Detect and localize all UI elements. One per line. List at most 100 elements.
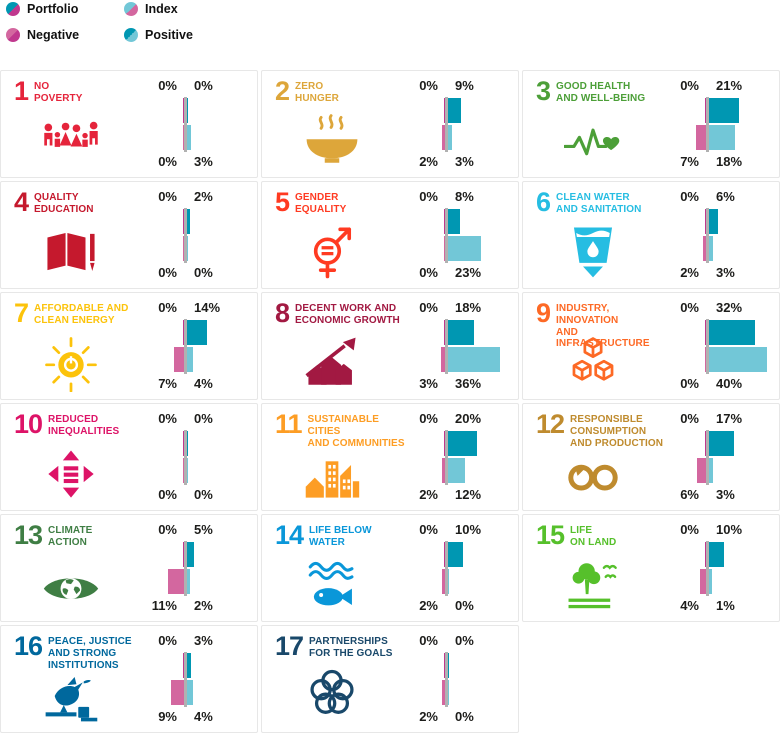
portfolio-negative-bar bbox=[443, 431, 445, 456]
portfolio-positive-bar bbox=[709, 320, 756, 345]
index-negative-bar bbox=[442, 680, 445, 705]
empty-grid-cell bbox=[522, 625, 780, 733]
index-negative-bar bbox=[443, 236, 445, 261]
chart-axis bbox=[445, 208, 448, 263]
sdg-3-good-health-icon bbox=[537, 109, 649, 173]
index-positive-bar bbox=[187, 680, 193, 705]
portfolio-positive-label: 0% bbox=[194, 78, 213, 93]
index-positive-label: 3% bbox=[716, 265, 735, 280]
goal-title: SUSTAINABLE CITIES AND COMMUNITIES bbox=[307, 414, 405, 449]
chart-axis bbox=[706, 97, 709, 152]
negative-legend-icon bbox=[6, 28, 20, 42]
chart-axis bbox=[184, 319, 187, 374]
goal-chart: 0% 10% 2% 0% bbox=[408, 522, 514, 616]
portfolio-negative-label: 0% bbox=[158, 633, 177, 648]
legend-item-negative: Negative bbox=[6, 28, 124, 42]
index-positive-label: 4% bbox=[194, 376, 213, 391]
chart-axis bbox=[445, 430, 448, 485]
portfolio-positive-label: 5% bbox=[194, 522, 213, 537]
sdg-12-responsible-consumption-icon bbox=[537, 442, 649, 506]
portfolio-negative-label: 0% bbox=[158, 78, 177, 93]
chart-axis bbox=[706, 541, 709, 596]
portfolio-negative-label: 0% bbox=[680, 522, 699, 537]
sdg-card-13: 13 CLIMATE ACTION 0% 5% 11% 2% bbox=[0, 514, 258, 622]
portfolio-negative-bar bbox=[182, 98, 184, 123]
portfolio-negative-bar bbox=[182, 209, 184, 234]
index-negative-label: 0% bbox=[158, 265, 177, 280]
index-negative-bar bbox=[703, 236, 706, 261]
index-positive-bar bbox=[187, 458, 189, 483]
goal-chart: 0% 9% 2% 3% bbox=[408, 78, 514, 172]
goal-header: 6 CLEAN WATER AND SANITATION bbox=[536, 189, 642, 216]
sdg-card-6: 6 CLEAN WATER AND SANITATION 0% 6% 2% 3% bbox=[522, 181, 780, 289]
goal-chart: 0% 8% 0% 23% bbox=[408, 189, 514, 283]
goal-header: 8 DECENT WORK AND ECONOMIC GROWTH bbox=[275, 300, 400, 327]
goal-title: GOOD HEALTH AND WELL-BEING bbox=[556, 81, 646, 104]
index-positive-bar bbox=[448, 347, 501, 372]
portfolio-positive-label: 14% bbox=[194, 300, 221, 315]
goal-header: 7 AFFORDABLE AND CLEAN ENERGY bbox=[14, 298, 129, 328]
portfolio-negative-bar bbox=[182, 320, 184, 345]
index-negative-label: 9% bbox=[158, 709, 177, 724]
goal-header: 2 ZERO HUNGER bbox=[275, 78, 339, 105]
index-negative-label: 2% bbox=[419, 598, 438, 613]
goal-title: GENDER EQUALITY bbox=[295, 192, 347, 215]
portfolio-negative-bar bbox=[443, 542, 445, 567]
index-negative-label: 11% bbox=[151, 598, 177, 613]
legend-label-portfolio: Portfolio bbox=[27, 2, 79, 16]
portfolio-positive-label: 3% bbox=[194, 633, 213, 648]
portfolio-positive-bar bbox=[187, 209, 190, 234]
goal-number: 15 bbox=[536, 520, 565, 550]
portfolio-positive-label: 6% bbox=[716, 189, 735, 204]
goal-title: AFFORDABLE AND CLEAN ENERGY bbox=[34, 303, 129, 326]
index-positive-bar bbox=[448, 236, 482, 261]
sdg-card-17: 17 PARTNERSHIPS FOR THE GOALS 0% 0% 2% 0% bbox=[261, 625, 519, 733]
portfolio-positive-bar bbox=[709, 209, 718, 234]
portfolio-positive-bar bbox=[448, 209, 460, 234]
portfolio-positive-label: 18% bbox=[455, 300, 482, 315]
goal-number: 7 bbox=[14, 298, 29, 328]
index-negative-bar bbox=[171, 680, 184, 705]
legend-label-index: Index bbox=[145, 2, 178, 16]
goal-title: REDUCED INEQUALITIES bbox=[48, 414, 120, 437]
sdg-6-clean-water-icon bbox=[537, 220, 649, 284]
portfolio-positive-bar bbox=[448, 542, 463, 567]
portfolio-negative-label: 0% bbox=[680, 189, 699, 204]
index-negative-label: 2% bbox=[419, 709, 438, 724]
goal-title: PARTNERSHIPS FOR THE GOALS bbox=[309, 636, 393, 659]
goal-header: 11 SUSTAINABLE CITIES AND COMMUNITIES bbox=[275, 411, 405, 449]
portfolio-positive-bar bbox=[709, 431, 734, 456]
sdg-card-1: 1 NO POVERTY 0% 0% 0% 3% bbox=[0, 70, 258, 178]
chart-axis bbox=[184, 97, 187, 152]
index-positive-label: 0% bbox=[194, 487, 213, 502]
index-positive-bar bbox=[187, 569, 190, 594]
index-positive-bar bbox=[709, 569, 712, 594]
index-positive-label: 3% bbox=[455, 154, 474, 169]
goal-number: 4 bbox=[14, 187, 29, 217]
goal-title: LIFE BELOW WATER bbox=[309, 525, 372, 548]
goal-header: 9 INDUSTRY, INNOVATION AND INFRASTRUCTURE bbox=[536, 300, 666, 350]
sdg-10-reduced-inequalities-icon bbox=[15, 442, 127, 506]
index-positive-label: 3% bbox=[194, 154, 213, 169]
portfolio-positive-bar bbox=[448, 653, 450, 678]
index-positive-bar bbox=[448, 125, 453, 150]
goal-title: DECENT WORK AND ECONOMIC GROWTH bbox=[295, 303, 400, 326]
goal-title: ZERO HUNGER bbox=[295, 81, 339, 104]
index-positive-bar bbox=[709, 236, 714, 261]
sdg-card-12: 12 RESPONSIBLE CONSUMPTION AND PRODUCTION 0%… bbox=[522, 403, 780, 511]
goal-chart: 0% 0% 2% 0% bbox=[408, 633, 514, 727]
portfolio-negative-bar bbox=[182, 653, 184, 678]
legend-label-negative: Negative bbox=[27, 28, 80, 42]
sdg-card-15: 15 LIFE ON LAND 0% 10% 4% 1% bbox=[522, 514, 780, 622]
index-negative-bar bbox=[442, 125, 445, 150]
index-positive-label: 0% bbox=[455, 709, 474, 724]
goal-title: QUALITY EDUCATION bbox=[34, 192, 94, 215]
goal-header: 17 PARTNERSHIPS FOR THE GOALS bbox=[275, 633, 393, 660]
index-negative-label: 2% bbox=[419, 487, 438, 502]
index-negative-bar bbox=[442, 458, 445, 483]
chart-axis bbox=[706, 319, 709, 374]
sdg-13-climate-action-icon bbox=[15, 553, 127, 617]
legend-label-positive: Positive bbox=[145, 28, 193, 42]
sdg-card-14: 14 LIFE BELOW WATER 0% 10% 2% 0% bbox=[261, 514, 519, 622]
goal-header: 5 GENDER EQUALITY bbox=[275, 189, 347, 216]
